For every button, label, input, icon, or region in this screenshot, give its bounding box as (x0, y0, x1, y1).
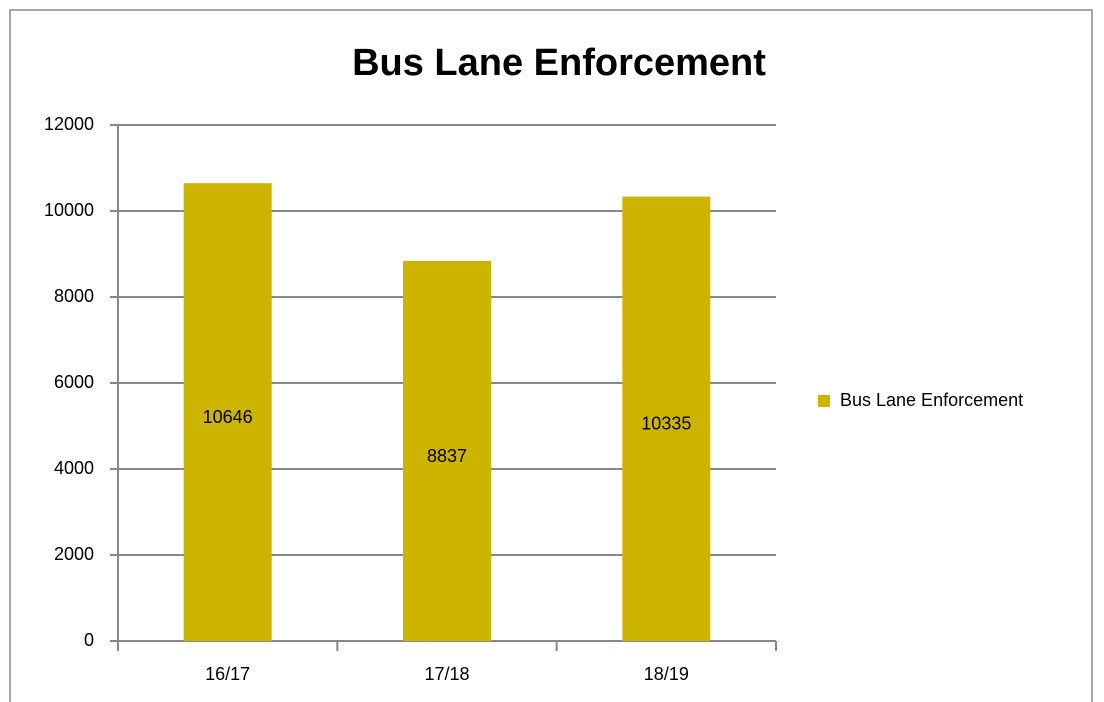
y-tick-label: 10000 (44, 200, 94, 220)
legend-swatch (818, 395, 830, 407)
bar (622, 196, 711, 641)
y-tick-label: 2000 (54, 544, 94, 564)
x-tick-label: 17/18 (424, 664, 469, 684)
y-tick-label: 12000 (44, 114, 94, 134)
y-tick-label: 8000 (54, 286, 94, 306)
x-tick-label: 18/19 (644, 664, 689, 684)
y-tick-label: 0 (84, 630, 94, 650)
bar (403, 261, 491, 641)
chart-frame (9, 9, 1093, 702)
data-label: 10335 (641, 414, 691, 434)
bar (183, 183, 272, 642)
chart-title: Bus Lane Enforcement (352, 42, 766, 84)
y-tick-label: 6000 (54, 372, 94, 392)
legend-label: Bus Lane Enforcement (840, 390, 1023, 410)
x-tick-label: 16/17 (205, 664, 250, 684)
y-tick-label: 4000 (54, 458, 94, 478)
data-label: 10646 (203, 407, 253, 427)
data-label: 8837 (427, 446, 467, 466)
